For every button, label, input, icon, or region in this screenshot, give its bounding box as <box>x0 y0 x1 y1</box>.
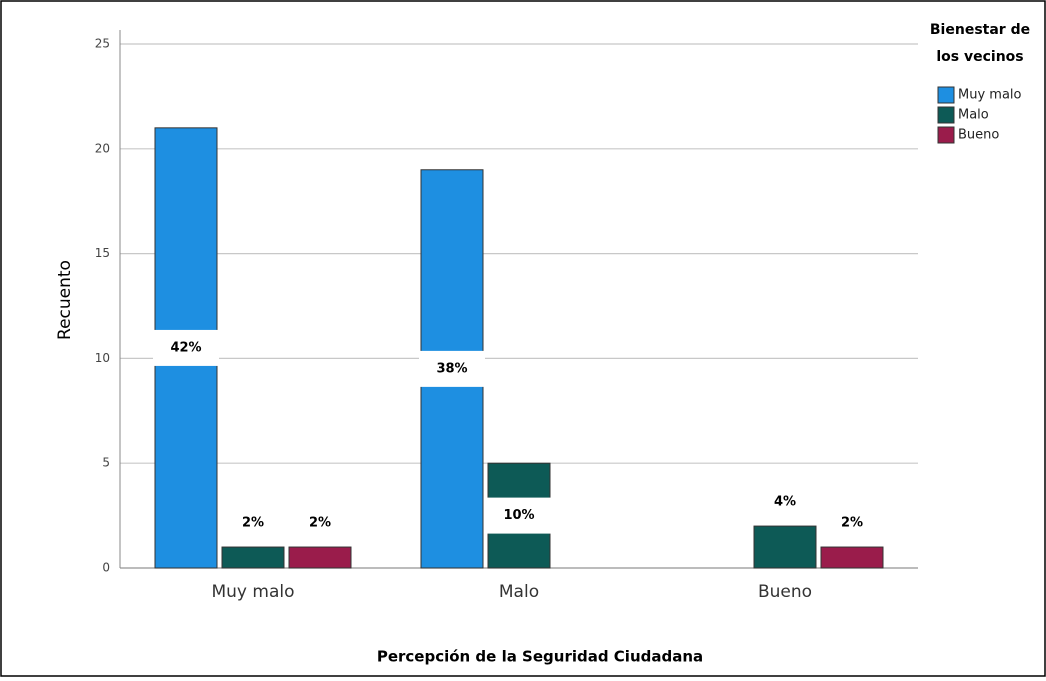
legend-swatch <box>937 86 955 104</box>
bar <box>820 546 884 569</box>
label-box <box>486 497 552 534</box>
bar <box>288 546 352 569</box>
data-label: 2% <box>309 516 331 531</box>
y-tick-label: 20 <box>95 141 110 155</box>
legend-label: Malo <box>958 108 989 123</box>
data-label: 42% <box>170 340 201 355</box>
y-tick-label: 0 <box>102 561 110 575</box>
data-label: 2% <box>841 516 863 531</box>
legend-swatch <box>937 106 955 124</box>
x-tick-label: Malo <box>499 582 539 602</box>
legend-title: Bienestar de <box>930 22 1030 38</box>
y-axis-title: Recuento <box>55 260 75 340</box>
x-tick-label: Muy malo <box>211 582 294 602</box>
y-tick-label: 15 <box>95 246 110 260</box>
bar <box>221 546 285 569</box>
label-box <box>153 329 219 366</box>
data-label: 2% <box>242 516 264 531</box>
y-tick-label: 10 <box>95 351 110 365</box>
data-label: 10% <box>503 508 534 523</box>
legend-title: los vecinos <box>936 49 1023 65</box>
legend-swatch <box>937 126 955 144</box>
bar <box>753 525 817 569</box>
y-tick-label: 5 <box>102 456 110 470</box>
data-label: 4% <box>774 495 796 510</box>
data-label: 38% <box>436 361 467 376</box>
label-box <box>419 350 485 387</box>
legend-label: Bueno <box>958 128 999 143</box>
x-tick-label: Bueno <box>758 582 812 602</box>
y-tick-label: 25 <box>95 37 110 51</box>
x-axis-title: Percepción de la Seguridad Ciudadana <box>377 648 703 666</box>
legend-label: Muy malo <box>958 88 1022 103</box>
